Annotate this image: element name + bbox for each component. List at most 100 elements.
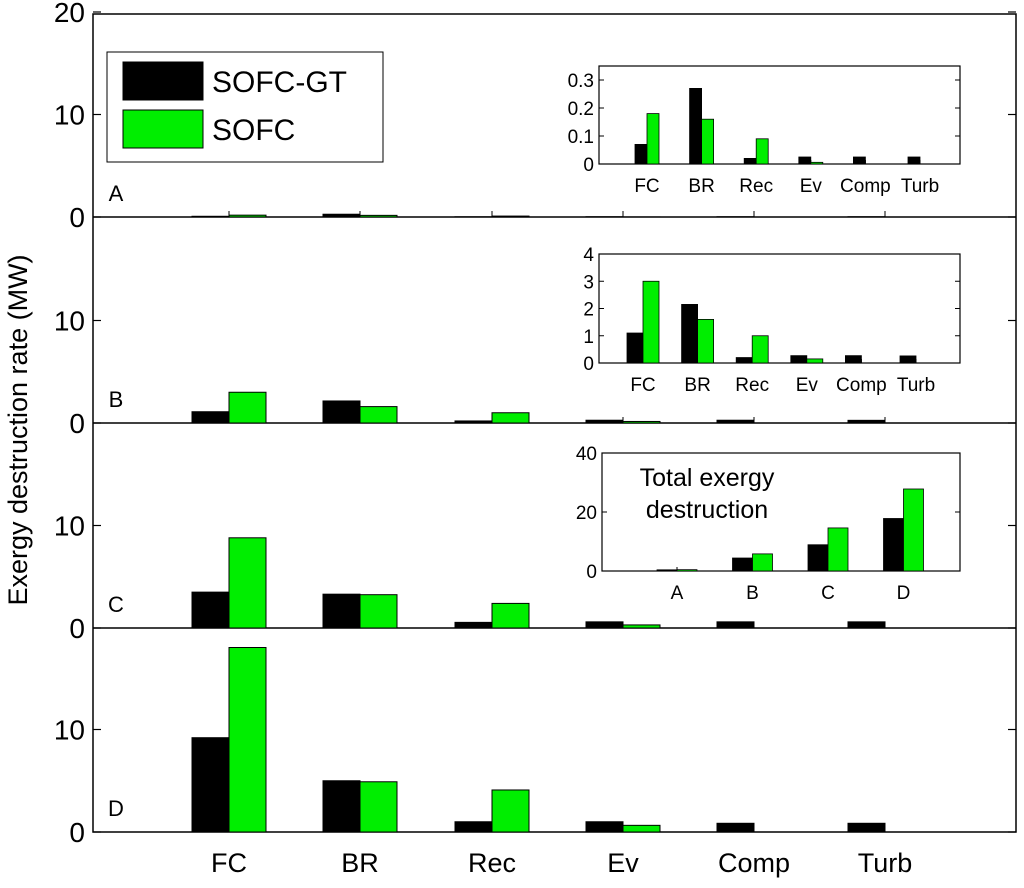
legend: SOFC-GT SOFC [106,51,384,163]
bar-sofc-gt-comp [716,621,755,629]
inset-x-tick-label: B [746,583,759,604]
inset-bar-sofc-gt-turb [907,156,921,165]
y-tick-label: 20 [54,0,85,28]
bar-sofc-br [359,214,398,218]
bar-sofc-gt-comp [716,419,755,424]
inset-bar-sofc-fc [646,113,660,165]
inset-y-tick-label: 0 [586,562,597,583]
bar-sofc-fc [228,391,267,424]
inset-x-tick-label: Ev [796,375,819,396]
y-tick-label: 10 [54,511,85,542]
inset-bar-sofc-c [827,527,849,572]
x-tick-label: Turb [858,848,913,878]
inset-bar-sofc-gt-comp [845,355,862,364]
inset-x-tick-label: A [671,583,684,604]
inset-x-tick-label: Comp [840,176,891,197]
inset-title: destruction [646,496,768,524]
inset-bar-sofc-gt-br [681,304,698,364]
inset-x-tick-label: Rec [739,176,773,197]
bar-sofc-gt-fc [191,215,230,218]
bar-sofc-br [359,594,398,629]
panel-c: 0 10 C [54,511,1016,644]
inset-y-tick-label: 0.1 [568,127,594,148]
inset-title: Total exergy [640,464,775,492]
inset-x-tick-label: Rec [735,375,769,396]
y-tick-label: 10 [54,715,85,746]
panel-d: 0 10 D [54,647,1016,848]
inset-y-tick-label: 3 [583,272,594,293]
bar-sofc-gt-ev [585,821,624,833]
inset-x-tick-label: FC [630,375,655,396]
inset-bar-sofc-gt-fc [634,143,648,165]
bar-sofc-gt-fc [191,737,230,833]
panel-label: B [109,387,124,412]
inset-panel-b: 0 1 2 3 4 FC BR Rec Ev Comp Turb [583,245,961,396]
inset-bar-sofc-gt-br [689,88,702,165]
inset-y-tick-label: 0 [583,155,594,176]
panel-label: A [109,181,124,206]
x-tick-label: BR [341,848,379,878]
inset-y-tick-label: 0.3 [568,71,594,92]
bar-sofc-gt-br [322,213,361,218]
x-tick-label: Ev [607,848,639,878]
bar-sofc-fc [228,647,267,833]
inset-bar-sofc-rec [755,138,769,165]
inset-x-tick-label: Turb [901,176,939,197]
inset-x-tick-label: C [821,583,835,604]
inset-y-tick-label: 1 [583,327,594,348]
bar-sofc-rec [491,602,530,629]
legend-swatch-sofc [122,109,204,149]
x-tick-label: Rec [468,848,516,878]
inset-bar-sofc-a [676,569,698,572]
inset-bar-sofc-gt-d [883,518,904,572]
inset-bar-sofc-rec [751,335,769,364]
inset-panel-a: 0 0.1 0.2 0.3 FC BR Rec Ev Comp Turb [568,65,961,197]
legend-label: SOFC-GT [212,66,347,99]
inset-bar-sofc-d [903,488,924,572]
bar-sofc-gt-rec [454,621,493,629]
inset-bar-sofc-gt-fc [626,332,644,364]
inset-x-tick-label: FC [634,176,659,197]
inset-x-tick-label: D [897,583,911,604]
inset-bar-sofc-gt-turb [899,355,917,364]
bar-sofc-gt-br [322,780,361,833]
inset-y-tick-label: 20 [576,503,597,524]
inset-bar-sofc-gt-a [656,569,678,572]
inset-bar-sofc-br [697,318,714,364]
inset-bar-sofc-gt-ev [790,355,808,364]
inset-y-tick-label: 0 [583,354,594,375]
bar-sofc-fc [228,214,267,218]
y-tick-label: 0 [69,817,85,848]
inset-bar-sofc-gt-comp [853,156,866,165]
bar-sofc-br [359,406,398,424]
bar-sofc-gt-comp [716,822,755,833]
y-tick-label: 0 [69,613,85,644]
y-tick-label: 10 [54,306,85,337]
panel-label: C [108,592,124,617]
inset-bar-sofc-gt-rec [743,157,757,165]
inset-panel-c: 0 20 40 A B C D Total exergy destruction [576,444,961,604]
legend-swatch-sofc-gt [122,61,204,101]
inset-bar-sofc-gt-rec [735,357,753,364]
inset-y-tick-label: 2 [583,300,594,321]
inset-y-tick-label: 40 [576,444,597,465]
bar-sofc-rec [491,412,530,424]
bar-sofc-gt-ev [585,621,624,629]
inset-bar-sofc-ev [806,358,824,364]
inset-bar-sofc-fc [642,280,660,364]
bar-sofc-ev [622,420,661,424]
bar-sofc-gt-turb [847,621,886,629]
inset-bar-sofc-br [701,118,714,165]
bar-sofc-rec [491,789,530,833]
bar-sofc-gt-turb [847,822,886,833]
x-tick-label: Comp [718,848,790,878]
inset-y-tick-label: 0.2 [568,99,594,120]
y-tick-label: 0 [69,202,85,233]
bar-sofc-gt-turb [847,419,886,424]
inset-y-tick-label: 4 [583,245,594,266]
y-axis-label: Exergy destruction rate (MW) [3,254,33,605]
inset-bar-sofc-gt-c [807,544,829,572]
inset-x-tick-label: BR [684,375,710,396]
bar-sofc-fc [228,537,267,629]
